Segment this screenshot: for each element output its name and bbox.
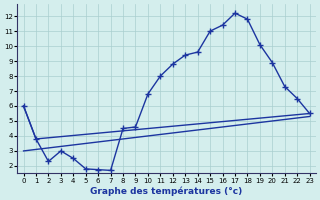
X-axis label: Graphe des températures (°c): Graphe des températures (°c) [91,186,243,196]
